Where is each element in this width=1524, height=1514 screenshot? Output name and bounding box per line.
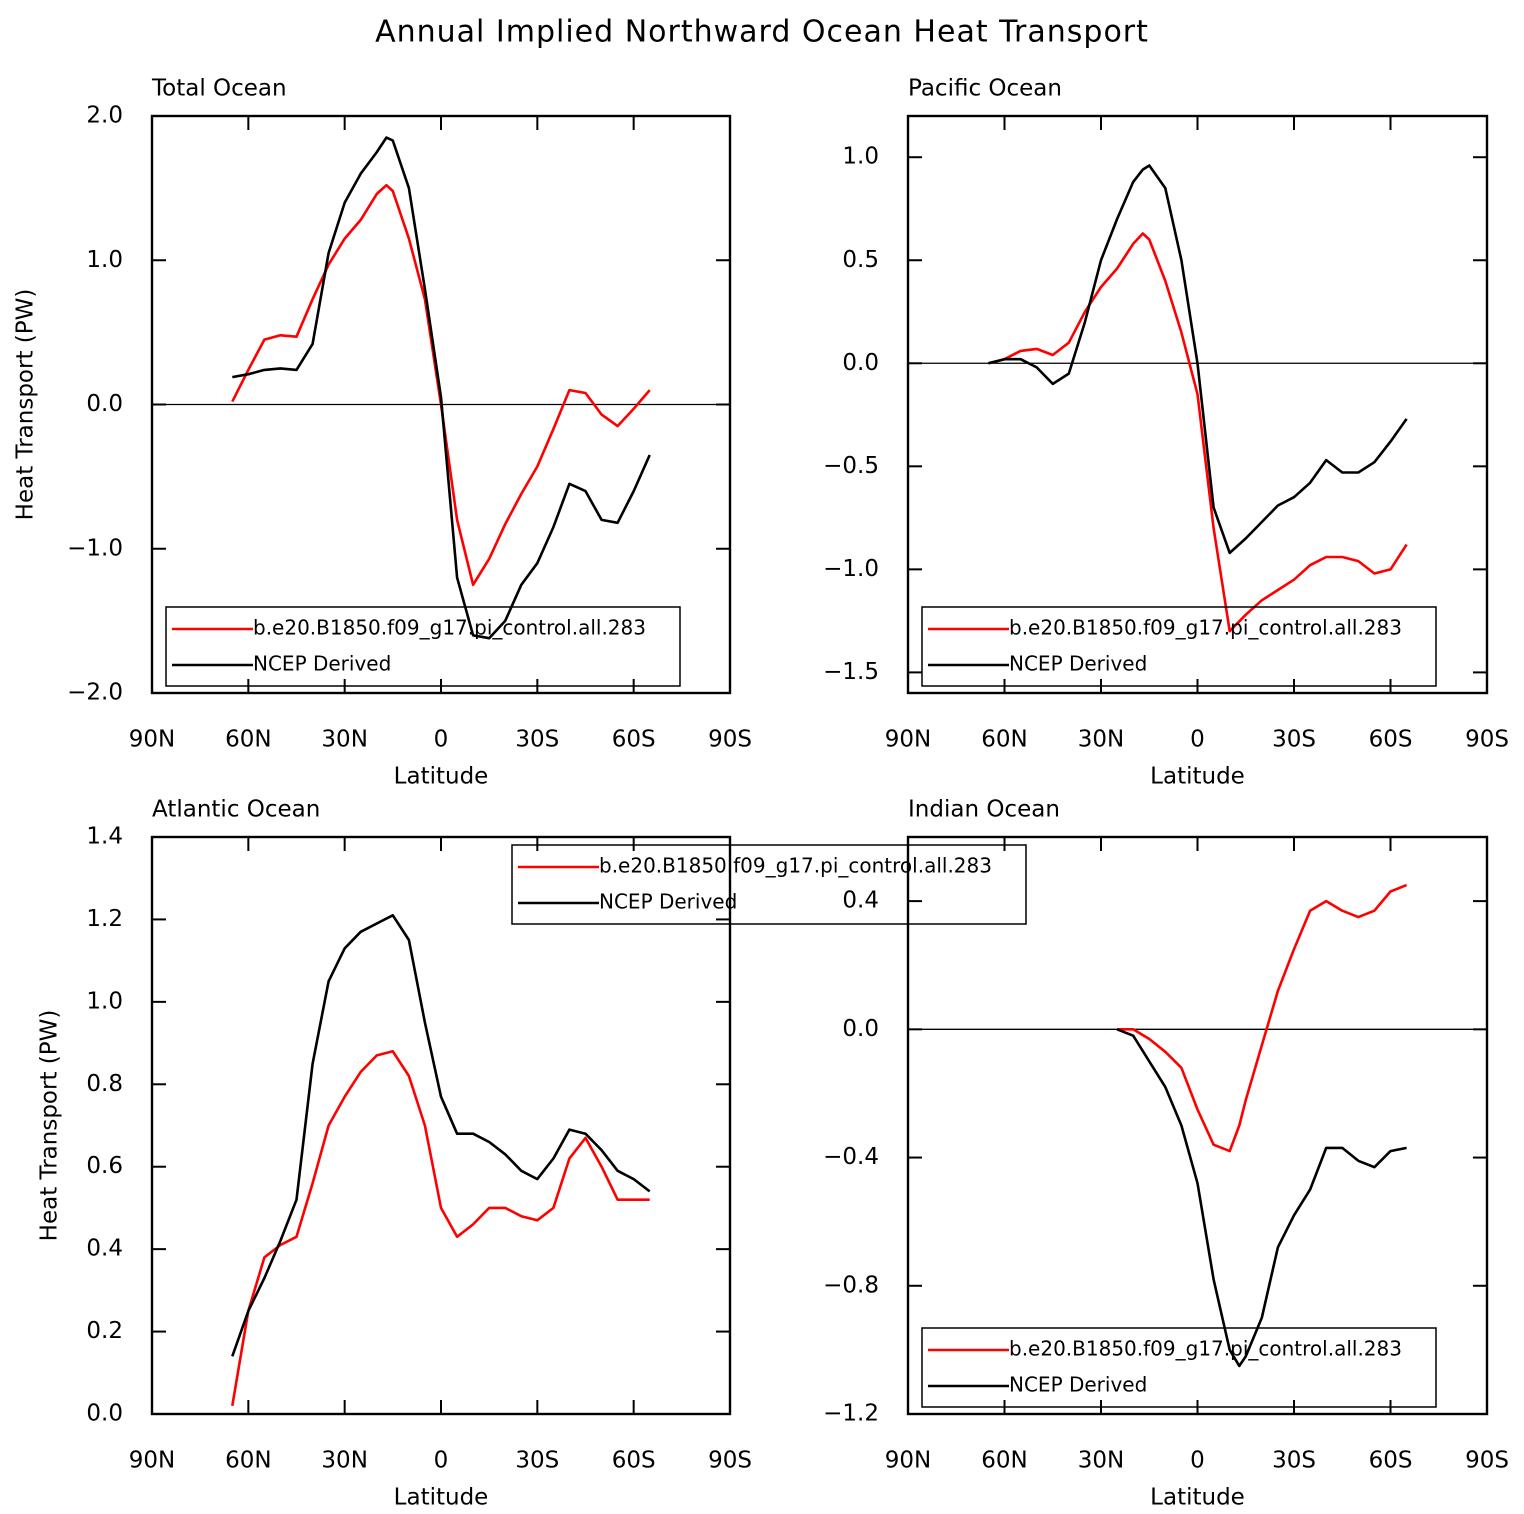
y-axis-label: Heat Transport (PW) xyxy=(13,289,39,521)
legend-label: b.e20.B1850.f09_g17.pi_control.all.283 xyxy=(1009,1337,1402,1361)
panel-title: Atlantic Ocean xyxy=(152,797,320,823)
x-tick-label: 90N xyxy=(129,1448,175,1474)
legend-label: NCEP Derived xyxy=(599,890,737,914)
data-line xyxy=(1117,883,1408,1153)
figure-title: Annual Implied Northward Ocean Heat Tran… xyxy=(375,15,1149,50)
y-tick-label: 0.6 xyxy=(86,1153,123,1179)
y-tick-label: 1.0 xyxy=(842,144,879,170)
y-tick-label: 1.2 xyxy=(86,906,123,932)
legend-box xyxy=(511,844,1027,925)
x-tick-label: 60N xyxy=(225,727,271,753)
y-tick-label: 0.8 xyxy=(86,1071,123,1097)
x-tick-label: 90N xyxy=(885,727,931,753)
x-tick-label: 30S xyxy=(1272,1448,1316,1474)
data-line xyxy=(231,914,651,1357)
x-tick-label: 60N xyxy=(981,1448,1027,1474)
legend-label: NCEP Derived xyxy=(253,652,391,676)
x-axis-label: Latitude xyxy=(1150,764,1245,790)
x-tick-label: 0 xyxy=(434,727,449,753)
x-tick-label: 30N xyxy=(321,727,367,753)
y-tick-label: 0.2 xyxy=(86,1318,123,1344)
legend-box xyxy=(921,1327,1437,1408)
legend-label: b.e20.B1850.f09_g17.pi_control.all.283 xyxy=(253,616,646,640)
legend-label: NCEP Derived xyxy=(1009,652,1147,676)
x-tick-label: 60S xyxy=(1369,1448,1413,1474)
x-tick-label: 90S xyxy=(1465,727,1509,753)
y-tick-label: 0.4 xyxy=(86,1236,123,1262)
x-tick-label: 60S xyxy=(612,727,656,753)
x-tick-label: 30S xyxy=(1272,727,1316,753)
y-tick-label: 0.0 xyxy=(86,1401,123,1427)
x-tick-label: 60S xyxy=(1369,727,1413,753)
x-tick-label: 30N xyxy=(1078,727,1124,753)
x-tick-label: 60N xyxy=(225,1448,271,1474)
data-line xyxy=(232,136,651,640)
y-tick-label: −0.5 xyxy=(823,453,879,479)
data-line xyxy=(988,164,1408,555)
y-tick-label: 1.0 xyxy=(86,247,123,273)
data-line xyxy=(231,1050,650,1407)
y-tick-label: 0.4 xyxy=(842,888,879,914)
y-tick-label: −0.4 xyxy=(823,1144,879,1170)
panel-title: Total Ocean xyxy=(151,76,287,102)
y-tick-label: −2.0 xyxy=(67,680,123,706)
x-axis-label: Latitude xyxy=(394,1485,489,1511)
x-tick-label: 30N xyxy=(321,1448,367,1474)
y-tick-label: 1.0 xyxy=(86,988,123,1014)
x-tick-label: 60S xyxy=(612,1448,656,1474)
x-tick-label: 90S xyxy=(708,727,752,753)
x-tick-label: 30S xyxy=(515,727,559,753)
x-tick-label: 0 xyxy=(1190,727,1205,753)
y-tick-label: −1.0 xyxy=(823,556,879,582)
x-tick-label: 90S xyxy=(708,1448,752,1474)
y-tick-label: 0.0 xyxy=(842,350,879,376)
y-tick-label: −0.8 xyxy=(823,1272,879,1298)
y-tick-label: 0.0 xyxy=(86,391,123,417)
x-axis-label: Latitude xyxy=(394,764,489,790)
x-tick-label: 90N xyxy=(129,727,175,753)
panel-title: Indian Ocean xyxy=(908,797,1060,823)
x-tick-label: 90N xyxy=(885,1448,931,1474)
x-tick-label: 30N xyxy=(1078,1448,1124,1474)
legend-label: b.e20.B1850.f09_g17.pi_control.all.283 xyxy=(1009,616,1402,640)
x-tick-label: 30S xyxy=(515,1448,559,1474)
data-line xyxy=(988,232,1408,633)
x-tick-label: 0 xyxy=(1190,1448,1205,1474)
y-tick-label: 0.5 xyxy=(842,247,879,273)
x-axis-label: Latitude xyxy=(1150,1485,1245,1511)
y-tick-label: 1.4 xyxy=(86,824,123,850)
panel-title: Pacific Ocean xyxy=(908,76,1062,102)
x-tick-label: 90S xyxy=(1465,1448,1509,1474)
y-tick-label: 2.0 xyxy=(86,103,123,129)
y-tick-label: −1.5 xyxy=(823,659,879,685)
y-tick-label: −1.2 xyxy=(823,1401,879,1427)
x-tick-label: 60N xyxy=(981,727,1027,753)
y-axis-label: Heat Transport (PW) xyxy=(37,1010,63,1242)
x-tick-label: 0 xyxy=(434,1448,449,1474)
data-line xyxy=(1116,1028,1407,1368)
y-tick-label: 0.0 xyxy=(842,1016,879,1042)
legend-box xyxy=(165,606,681,687)
y-tick-label: −1.0 xyxy=(67,535,123,561)
legend-label: NCEP Derived xyxy=(1009,1373,1147,1397)
legend-box xyxy=(921,606,1437,687)
legend-label: b.e20.B1850.f09_g17.pi_control.all.283 xyxy=(599,854,992,878)
